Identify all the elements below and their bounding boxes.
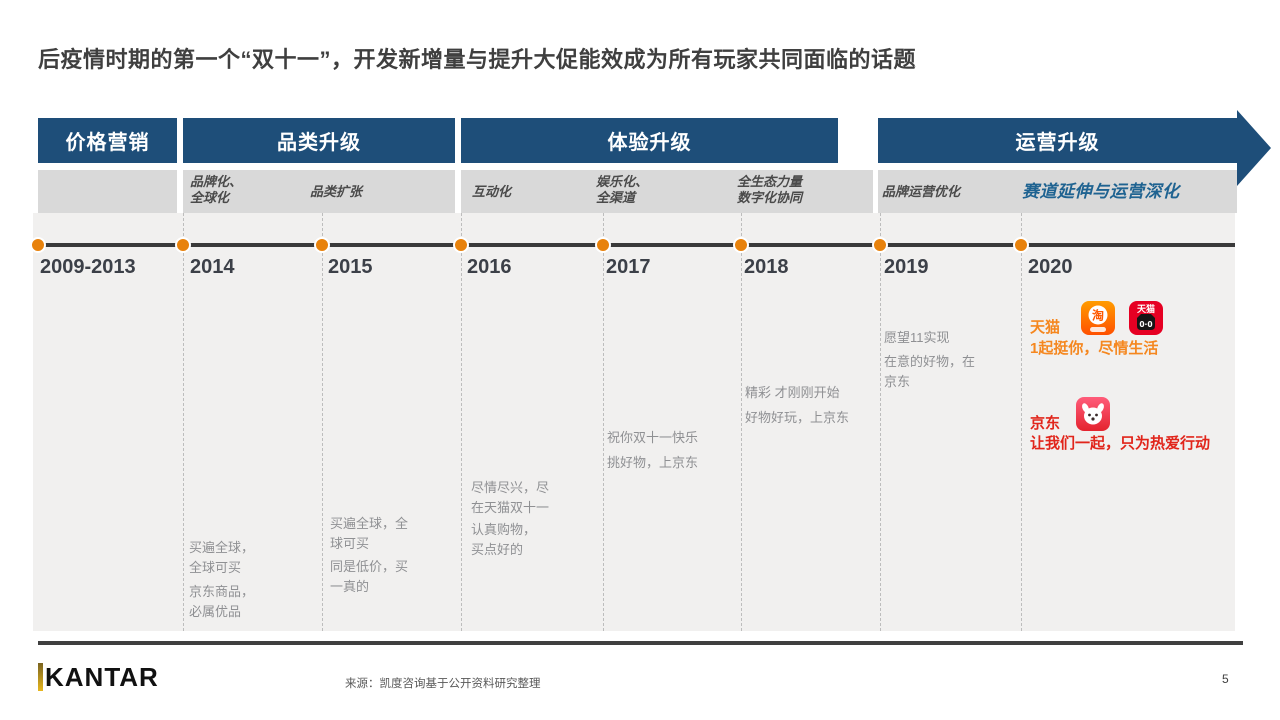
strategy-band-3	[461, 170, 873, 213]
taobao-app-icon: 淘	[1081, 301, 1115, 335]
year-2018: 2018	[744, 256, 789, 278]
kantar-logo: KANTAR	[38, 663, 159, 691]
note-2017-2: 挑好物，上京东	[607, 455, 699, 470]
timeline-axis	[38, 243, 1235, 247]
svg-text:天猫: 天猫	[1137, 303, 1155, 315]
note-2018-1: 精彩 才刚刚开始	[745, 385, 840, 400]
column-divider	[322, 213, 323, 631]
year-2016: 2016	[467, 256, 512, 278]
jd-app-icon	[1076, 397, 1110, 431]
phase-operation-upgrade: 运营升级	[878, 118, 1237, 163]
strategy-brand-operation: 品牌运营优化	[882, 184, 961, 199]
note-2017-1: 祝你双十一快乐	[607, 430, 699, 445]
svg-text:淘: 淘	[1092, 308, 1104, 323]
phase-label: 价格营销	[65, 132, 150, 154]
note-2016-2: 认真购物， 买点好的	[471, 522, 537, 558]
page-number: 5	[1222, 672, 1229, 686]
tmall-app-icon: 天猫 0·0	[1129, 301, 1163, 335]
strategy-category-expansion: 品类扩张	[310, 184, 363, 199]
phase-label: 运营升级	[1015, 132, 1100, 154]
phase-label: 品类升级	[277, 132, 361, 154]
column-divider	[461, 213, 462, 631]
phase-experience-upgrade: 体验升级	[461, 118, 838, 163]
timeline-dot	[872, 237, 888, 253]
timeline-dot	[175, 237, 191, 253]
note-2015-2: 同是低价，买 一真的	[330, 559, 409, 595]
timeline-dot	[314, 237, 330, 253]
svg-text:0·0: 0·0	[1139, 320, 1152, 329]
year-2017: 2017	[606, 256, 651, 278]
column-divider	[741, 213, 742, 631]
note-2019-2: 在意的好物，在 京东	[884, 354, 976, 390]
strategy-band-2	[183, 170, 455, 213]
column-divider	[183, 213, 184, 631]
note-2019-1: 愿望11实现	[884, 330, 950, 345]
strategy-interaction: 互动化	[472, 184, 512, 199]
year-2015: 2015	[328, 256, 373, 278]
kantar-logo-text: KANTAR	[45, 662, 159, 692]
strategy-band-4	[878, 170, 1237, 213]
footer-divider	[38, 641, 1243, 645]
phase-label: 体验升级	[607, 132, 692, 154]
source-note: 来源：凯度咨询基于公开资料研究整理	[345, 678, 541, 690]
column-divider	[880, 213, 881, 631]
year-2009-2013: 2009-2013	[40, 256, 136, 278]
column-divider	[603, 213, 604, 631]
jd-slogan: 让我们一起，只为热爱行动	[1030, 435, 1211, 452]
strategy-band-1	[38, 170, 177, 213]
year-2020: 2020	[1028, 256, 1073, 278]
year-2014: 2014	[190, 256, 235, 278]
timeline-dot	[733, 237, 749, 253]
strategy-track-extension: 赛道延伸与运营深化	[1022, 182, 1180, 201]
timeline-dot	[595, 237, 611, 253]
timeline-dot	[453, 237, 469, 253]
column-divider	[1021, 213, 1022, 631]
strategy-ecosystem-digital: 全生态力量 数字化协同	[737, 174, 803, 206]
note-2015-1: 买遍全球，全 球可买	[330, 516, 409, 552]
timeline-panel	[33, 213, 1235, 631]
tmall-label: 天猫	[1030, 319, 1061, 336]
phase-category-upgrade: 品类升级	[183, 118, 455, 163]
strategy-entertainment-omnichannel: 娱乐化、 全渠道	[596, 174, 649, 206]
tmall-slogan: 1起挺你，尽情生活	[1030, 340, 1159, 357]
page-title: 后疫情时期的第一个“双十一”，开发新增量与提升大促能效成为所有玩家共同面临的话题	[38, 47, 917, 72]
strategy-branding-globalization: 品牌化、 全球化	[190, 174, 243, 206]
note-2014-1: 买遍全球， 全球可买	[189, 540, 255, 576]
timeline-dot	[1013, 237, 1029, 253]
note-2018-2: 好物好玩，上京东	[745, 410, 850, 425]
kantar-logo-bar-icon	[38, 663, 43, 691]
arrow-head-icon	[1237, 110, 1271, 186]
note-2016-1: 尽情尽兴，尽 在天猫双十一	[471, 480, 550, 516]
timeline-dot	[30, 237, 46, 253]
jd-label: 京东	[1030, 415, 1061, 432]
phase-price-marketing: 价格营销	[38, 118, 177, 163]
year-2019: 2019	[884, 256, 929, 278]
note-2014-2: 京东商品， 必属优品	[189, 584, 255, 620]
